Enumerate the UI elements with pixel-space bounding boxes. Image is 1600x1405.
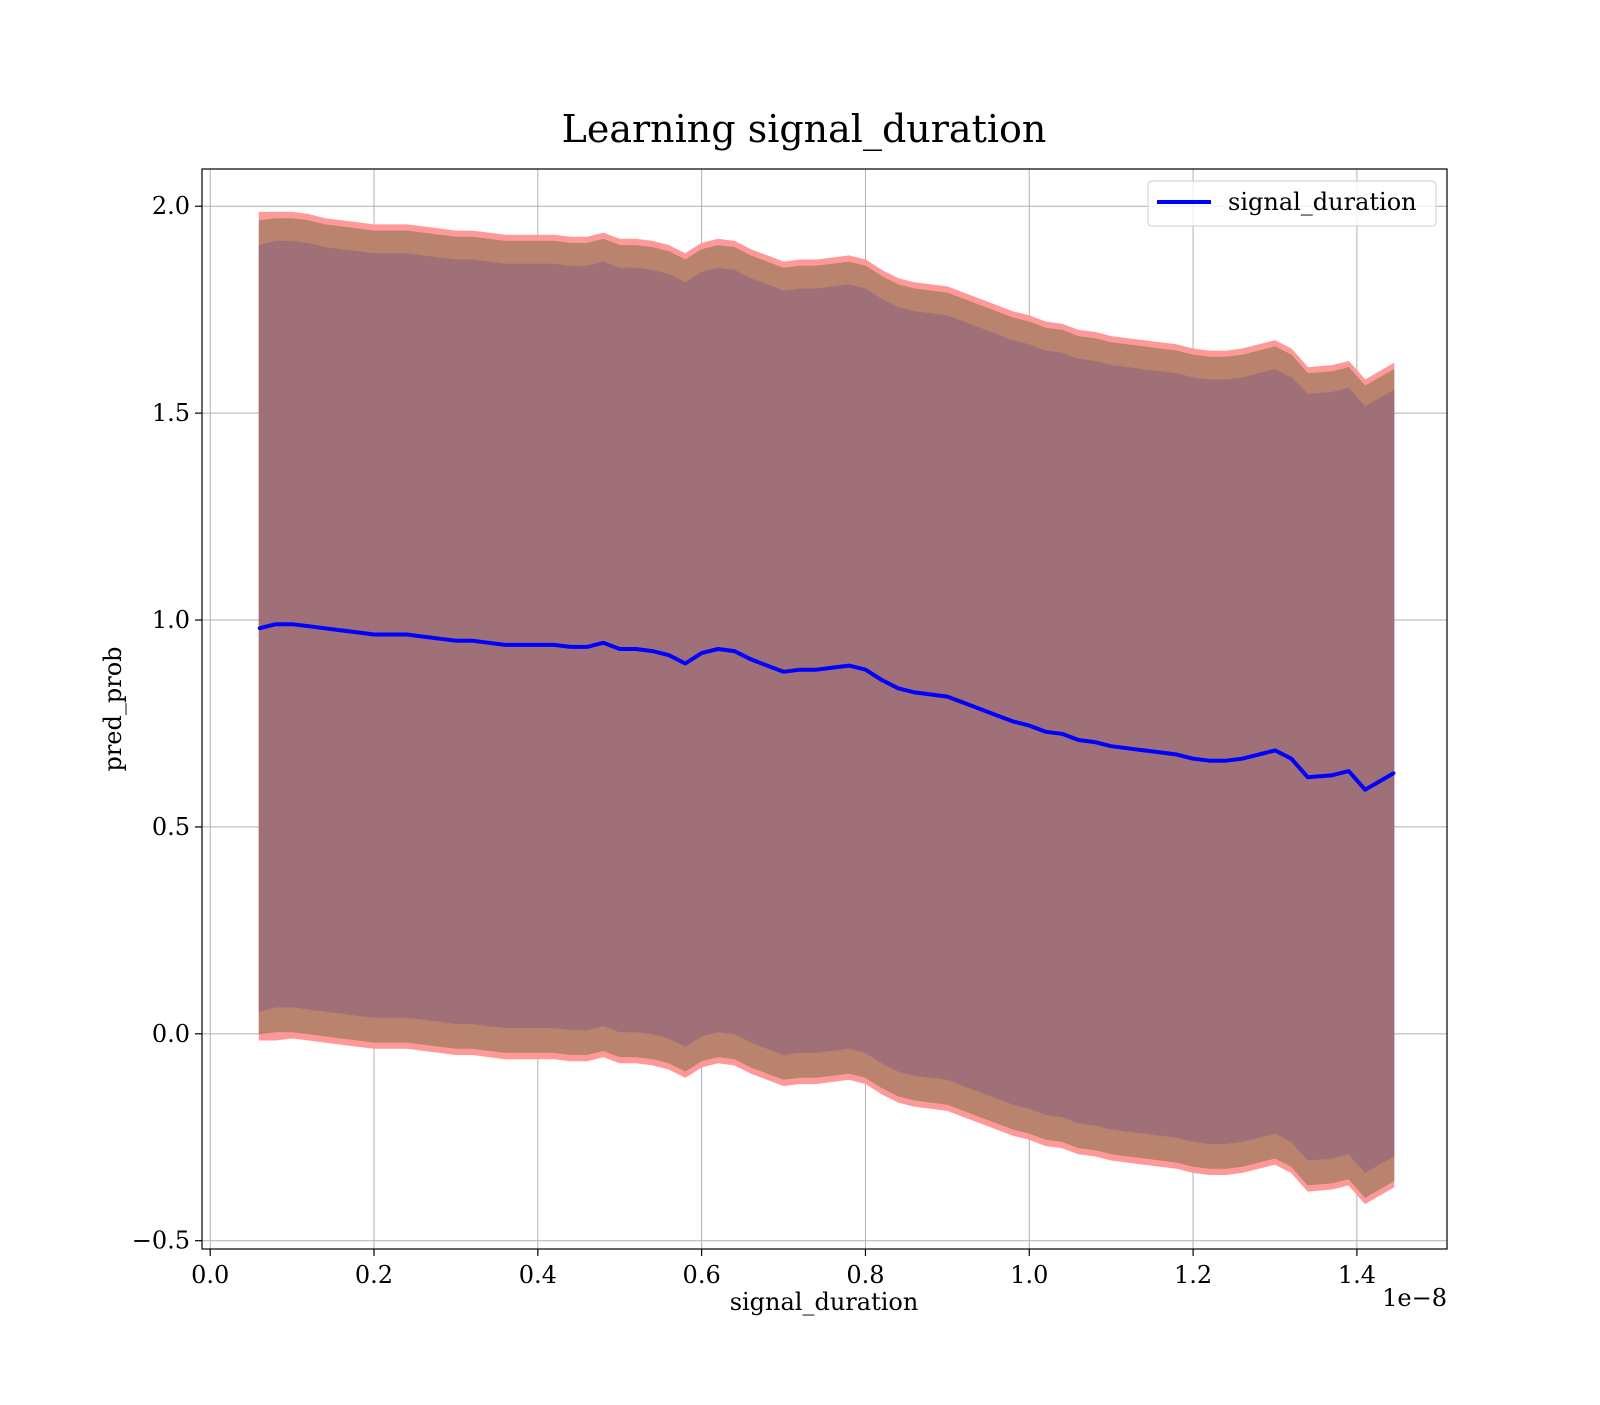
series-point bbox=[1306, 775, 1310, 779]
series-point bbox=[1330, 773, 1334, 777]
series-point bbox=[372, 632, 376, 637]
series-point bbox=[765, 664, 769, 668]
x-tick-label: 0.6 bbox=[683, 1261, 721, 1289]
series-point bbox=[454, 639, 458, 643]
x-tick-label: 1.0 bbox=[1010, 1261, 1048, 1289]
series-point bbox=[1240, 757, 1244, 761]
series-point bbox=[339, 628, 343, 633]
series-point bbox=[1289, 757, 1293, 761]
series-point bbox=[1257, 752, 1261, 757]
series-point bbox=[831, 666, 835, 670]
series-point bbox=[1347, 769, 1351, 773]
x-tick-label: 0.4 bbox=[519, 1261, 557, 1289]
series-point bbox=[585, 645, 589, 649]
chart-title: Learning signal_duration bbox=[562, 107, 1047, 152]
x-tick-label: 1.2 bbox=[1174, 1261, 1212, 1289]
series-point bbox=[1076, 738, 1080, 742]
band-layer bbox=[258, 211, 1395, 1205]
series-point bbox=[700, 651, 704, 655]
series-point bbox=[913, 690, 917, 695]
series-point bbox=[667, 653, 671, 657]
x-tick-label: 0.2 bbox=[355, 1261, 393, 1289]
confidence-band-3 bbox=[258, 240, 1395, 1174]
series-point bbox=[618, 647, 622, 651]
series-point bbox=[601, 641, 605, 645]
series-point bbox=[634, 647, 638, 651]
series-point bbox=[1142, 748, 1146, 753]
series-point bbox=[962, 701, 966, 705]
series-point bbox=[1191, 757, 1195, 761]
series-point bbox=[880, 678, 884, 682]
series-point bbox=[487, 641, 491, 645]
line-layer bbox=[257, 622, 1396, 792]
series-point bbox=[781, 670, 786, 674]
series-point bbox=[323, 626, 327, 630]
series-point bbox=[437, 637, 442, 641]
series-point bbox=[749, 657, 753, 661]
series-point bbox=[569, 645, 573, 649]
series-point bbox=[1175, 752, 1179, 757]
series-point bbox=[290, 622, 294, 626]
series-point bbox=[1060, 732, 1064, 736]
series-point bbox=[519, 643, 524, 647]
y-tick-label: 1.0 bbox=[152, 606, 190, 634]
series-point bbox=[929, 692, 933, 697]
y-tick-label: 1.5 bbox=[152, 399, 190, 427]
y-tick-label: 0.5 bbox=[152, 813, 190, 841]
series-point bbox=[421, 635, 425, 639]
series-point bbox=[388, 632, 392, 637]
series-point bbox=[994, 713, 999, 717]
series-point bbox=[552, 643, 556, 647]
series-point bbox=[405, 632, 409, 637]
series-point bbox=[536, 643, 540, 647]
series-point bbox=[814, 668, 818, 672]
series-point bbox=[945, 695, 950, 699]
series-point bbox=[1158, 750, 1162, 755]
tick-layer: 0.0 0.2 0.4 0.6 0.8 1.0 1.2 1.4−0.50.00.51.01.5… bbox=[132, 192, 1376, 1289]
series-point bbox=[683, 661, 687, 666]
y-tick-label: 2.0 bbox=[152, 192, 190, 220]
x-axis-label: signal_duration bbox=[730, 1288, 919, 1316]
series-point bbox=[650, 649, 655, 653]
series-point bbox=[1363, 788, 1367, 792]
series-point bbox=[274, 622, 278, 626]
series-point bbox=[798, 668, 802, 672]
series-point bbox=[1126, 746, 1130, 750]
series-point bbox=[1392, 771, 1396, 775]
plot-frame bbox=[201, 168, 1448, 1250]
series-point bbox=[503, 643, 507, 647]
x-tick-label: 0.8 bbox=[846, 1261, 884, 1289]
y-tick-label: 0.0 bbox=[152, 1020, 190, 1048]
series-point bbox=[1093, 740, 1097, 744]
x-offset-label: 1e−8 bbox=[1382, 1284, 1447, 1312]
series-point bbox=[257, 626, 261, 630]
series-point bbox=[863, 668, 868, 672]
legend: signal_duration bbox=[1147, 180, 1437, 227]
series-point bbox=[732, 649, 737, 653]
series-point bbox=[896, 686, 900, 690]
series-point bbox=[1027, 724, 1031, 728]
x-tick-label: 1.4 bbox=[1338, 1261, 1376, 1289]
series-point bbox=[1109, 744, 1113, 748]
legend-box bbox=[1147, 180, 1437, 227]
y-tick-label: −0.5 bbox=[132, 1227, 190, 1255]
y-axis-label: pred_prob bbox=[99, 646, 127, 771]
series-point bbox=[847, 664, 851, 668]
series-point bbox=[716, 647, 720, 651]
series-point bbox=[978, 707, 982, 711]
series-point bbox=[356, 630, 360, 635]
series-point bbox=[306, 624, 311, 628]
series-point bbox=[470, 639, 474, 643]
series-point bbox=[1044, 730, 1048, 734]
series-point bbox=[1207, 759, 1212, 763]
series-point bbox=[1224, 759, 1228, 763]
x-tick-label: 0.0 bbox=[191, 1261, 229, 1289]
series-point bbox=[1273, 748, 1277, 753]
legend-label-signal-duration: signal_duration bbox=[1228, 188, 1417, 216]
series-point bbox=[1011, 719, 1015, 724]
